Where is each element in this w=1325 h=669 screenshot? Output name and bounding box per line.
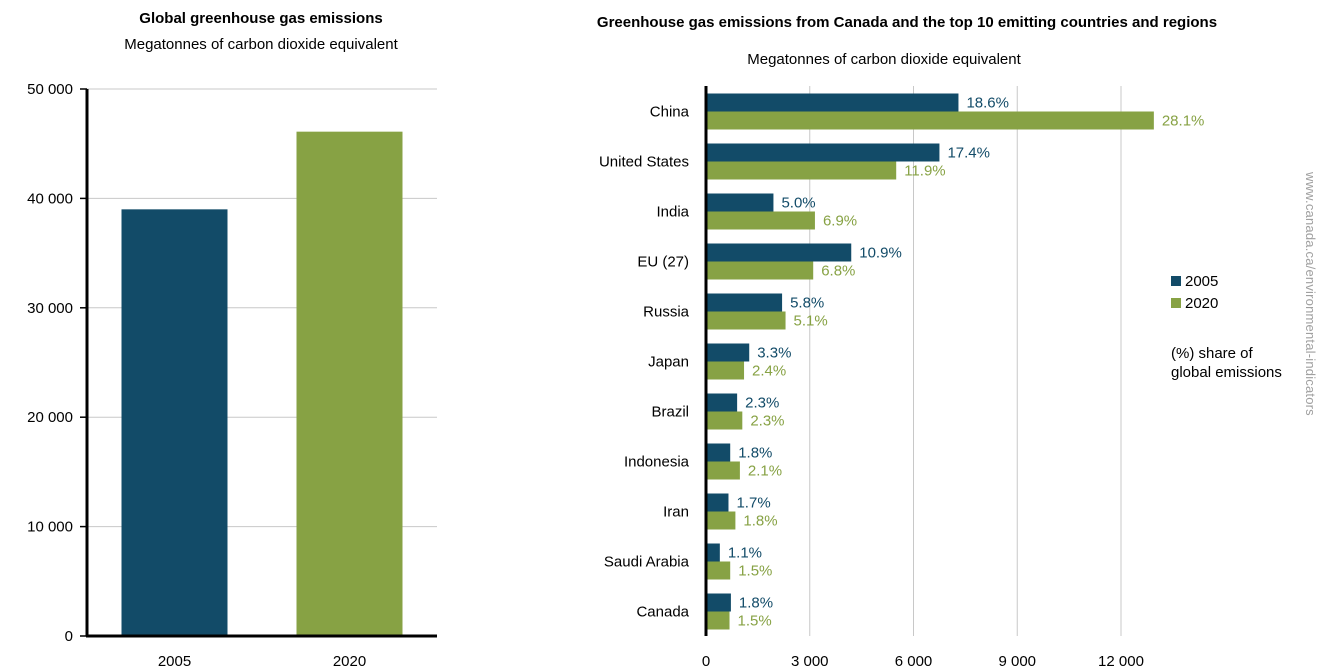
legend-swatch-2020 (1171, 298, 1181, 308)
share-label-2005: 1.8% (738, 445, 772, 462)
share-label-2020: 2.1% (748, 463, 782, 480)
bar-2020 (706, 311, 786, 330)
legend-item-2005: 2005 (1171, 270, 1218, 292)
share-label-2020: 1.5% (738, 613, 772, 630)
share-label-2020: 1.5% (738, 563, 772, 580)
share-note-line-1: (%) share of (1171, 345, 1253, 362)
share-label-2005: 1.1% (728, 545, 762, 562)
share-label-2020: 2.4% (752, 363, 786, 380)
share-label-2020: 28.1% (1162, 113, 1205, 130)
x-tick-label: 3 000 (791, 653, 829, 669)
category-label: EU (27) (637, 254, 689, 271)
category-label: Japan (648, 354, 689, 371)
bar-2020 (296, 131, 403, 636)
category-label: Iran (663, 504, 689, 521)
share-label-2005: 5.0% (781, 195, 815, 212)
left-bar-chart: 0 10 000 20 000 30 000 40 000 50 000 2005 2020 (27, 81, 437, 669)
category-label: Brazil (651, 404, 689, 421)
legend-item-2020: 2020 (1171, 292, 1218, 314)
x-tick-label: 0 (702, 653, 710, 669)
bar-2005 (706, 443, 731, 462)
bar-2020 (706, 261, 814, 280)
category-label: China (650, 104, 690, 121)
share-label-2005: 1.8% (739, 595, 773, 612)
share-label-2020: 6.9% (823, 213, 857, 230)
share-label-2005: 2.3% (745, 395, 779, 412)
share-label-2005: 5.8% (790, 295, 824, 312)
bar-2020 (706, 561, 731, 580)
category-label: Russia (643, 304, 690, 321)
share-label-2005: 3.3% (757, 345, 791, 362)
category-label: Canada (636, 604, 689, 621)
bar-2005 (121, 209, 228, 636)
bar-2020 (706, 361, 745, 380)
bar-2020 (706, 611, 730, 630)
share-label-2005: 17.4% (947, 145, 990, 162)
share-label-2020: 11.9% (904, 163, 945, 180)
bar-2020 (706, 461, 740, 480)
y-tick-label: 40 000 (27, 190, 73, 207)
bar-2005 (706, 243, 852, 262)
category-label: Saudi Arabia (604, 554, 690, 571)
y-tick-label: 20 000 (27, 409, 73, 426)
x-tick-label: 12 000 (1098, 653, 1144, 669)
bar-2005 (706, 93, 959, 112)
right-chart-title: Greenhouse gas emissions from Canada and… (596, 14, 1218, 31)
x-tick-label: 2005 (158, 653, 191, 669)
bar-2005 (706, 543, 720, 562)
share-label-2005: 18.6% (966, 95, 1009, 112)
bar-2020 (706, 111, 1154, 130)
bar-2020 (706, 161, 897, 180)
watermark-url: www.canada.ca/environmental-indicators (1303, 172, 1318, 416)
bar-2005 (706, 343, 750, 362)
y-tick-label: 30 000 (27, 300, 73, 317)
bar-2020 (706, 411, 743, 430)
share-note: (%) share of global emissions (1171, 344, 1282, 382)
x-tick-label: 2020 (333, 653, 366, 669)
legend-label-2005: 2005 (1185, 272, 1219, 290)
bar-2005 (706, 143, 940, 162)
x-tick-label: 9 000 (998, 653, 1036, 669)
share-label-2005: 1.7% (736, 495, 770, 512)
share-label-2020: 6.8% (821, 263, 855, 280)
y-tick-label: 50 000 (27, 81, 73, 98)
legend: 2005 2020 (1171, 270, 1218, 314)
share-label-2020: 2.3% (750, 413, 784, 430)
share-label-2020: 1.8% (743, 513, 777, 530)
category-label: Indonesia (624, 454, 690, 471)
y-tick-label: 10 000 (27, 519, 73, 536)
y-tick-label: 0 (65, 628, 73, 645)
bar-2005 (706, 393, 738, 412)
bar-2005 (706, 593, 731, 612)
left-chart-title: Global greenhouse gas emissions (139, 10, 383, 27)
bar-2020 (706, 211, 815, 230)
legend-swatch-2005 (1171, 276, 1181, 286)
category-label: India (656, 204, 689, 221)
category-label: United States (599, 154, 689, 171)
bar-2005 (706, 293, 783, 312)
bar-2020 (706, 511, 736, 530)
share-note-line-2: global emissions (1171, 364, 1282, 381)
right-chart-subtitle: Megatonnes of carbon dioxide equivalent (747, 51, 1021, 68)
bar-2005 (706, 193, 774, 212)
bar-2005 (706, 493, 729, 512)
share-label-2020: 5.1% (794, 313, 828, 330)
left-chart-subtitle: Megatonnes of carbon dioxide equivalent (124, 36, 398, 53)
legend-label-2020: 2020 (1185, 294, 1219, 312)
x-tick-label: 6 000 (895, 653, 933, 669)
share-label-2005: 10.9% (859, 245, 902, 262)
